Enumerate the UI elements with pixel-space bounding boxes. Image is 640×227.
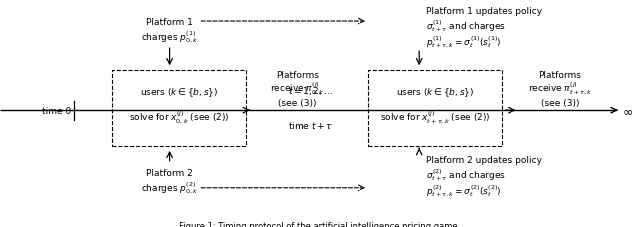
Text: time $t + \tau$: time $t + \tau$ bbox=[288, 120, 333, 131]
Text: Platform 2 updates policy: Platform 2 updates policy bbox=[426, 155, 541, 164]
Text: (see (3)): (see (3)) bbox=[278, 99, 317, 108]
Text: Platform 1 updates policy: Platform 1 updates policy bbox=[426, 7, 541, 16]
Text: $p_{t+\tau,k}^{(1)} = \sigma_t^{(1)}(s_t^{(1)})$: $p_{t+\tau,k}^{(1)} = \sigma_t^{(1)}(s_t… bbox=[426, 34, 501, 49]
Text: solve for $x_{0,k}^{(j)}$ (see (2)): solve for $x_{0,k}^{(j)}$ (see (2)) bbox=[129, 109, 230, 125]
Text: charges $p_{0,k}^{(2)}$: charges $p_{0,k}^{(2)}$ bbox=[141, 180, 198, 196]
Text: time 0: time 0 bbox=[42, 106, 71, 115]
Text: $\sigma_{t+\tau}^{(1)}$ and charges: $\sigma_{t+\tau}^{(1)}$ and charges bbox=[426, 18, 506, 34]
Text: receive $\pi_{0,k}^{(j)}$: receive $\pi_{0,k}^{(j)}$ bbox=[270, 81, 325, 97]
Text: users $(k \in \{b,s\})$: users $(k \in \{b,s\})$ bbox=[140, 86, 218, 98]
Text: $\sigma_{t+\tau}^{(2)}$ and charges: $\sigma_{t+\tau}^{(2)}$ and charges bbox=[426, 167, 506, 182]
Text: Platform 1: Platform 1 bbox=[146, 17, 193, 26]
Text: $p_{t+\tau,k}^{(2)} = \sigma_t^{(2)}(s_t^{(2)})$: $p_{t+\tau,k}^{(2)} = \sigma_t^{(2)}(s_t… bbox=[426, 182, 501, 198]
Bar bbox=[112, 71, 246, 146]
Text: Platforms: Platforms bbox=[276, 71, 319, 80]
Text: $\infty$: $\infty$ bbox=[622, 104, 633, 117]
Text: charges $p_{0,k}^{(1)}$: charges $p_{0,k}^{(1)}$ bbox=[141, 30, 198, 45]
Text: (see (3)): (see (3)) bbox=[541, 99, 579, 108]
Text: users $(k \in \{b,s\})$: users $(k \in \{b,s\})$ bbox=[396, 86, 474, 98]
Text: Platform 2: Platform 2 bbox=[146, 168, 193, 177]
Text: Platforms: Platforms bbox=[539, 71, 581, 80]
Text: $t = 1, 2, \ldots$: $t = 1, 2, \ldots$ bbox=[288, 85, 333, 97]
Text: Figure 1: Timing protocol of the artificial intelligence pricing game.: Figure 1: Timing protocol of the artific… bbox=[179, 221, 461, 227]
Text: solve for $x_{t+\tau,k}^{(j)}$ (see (2)): solve for $x_{t+\tau,k}^{(j)}$ (see (2)) bbox=[380, 109, 490, 125]
Bar bbox=[368, 71, 502, 146]
Text: receive $\pi_{t+\tau,k}^{(j)}$: receive $\pi_{t+\tau,k}^{(j)}$ bbox=[528, 81, 592, 97]
